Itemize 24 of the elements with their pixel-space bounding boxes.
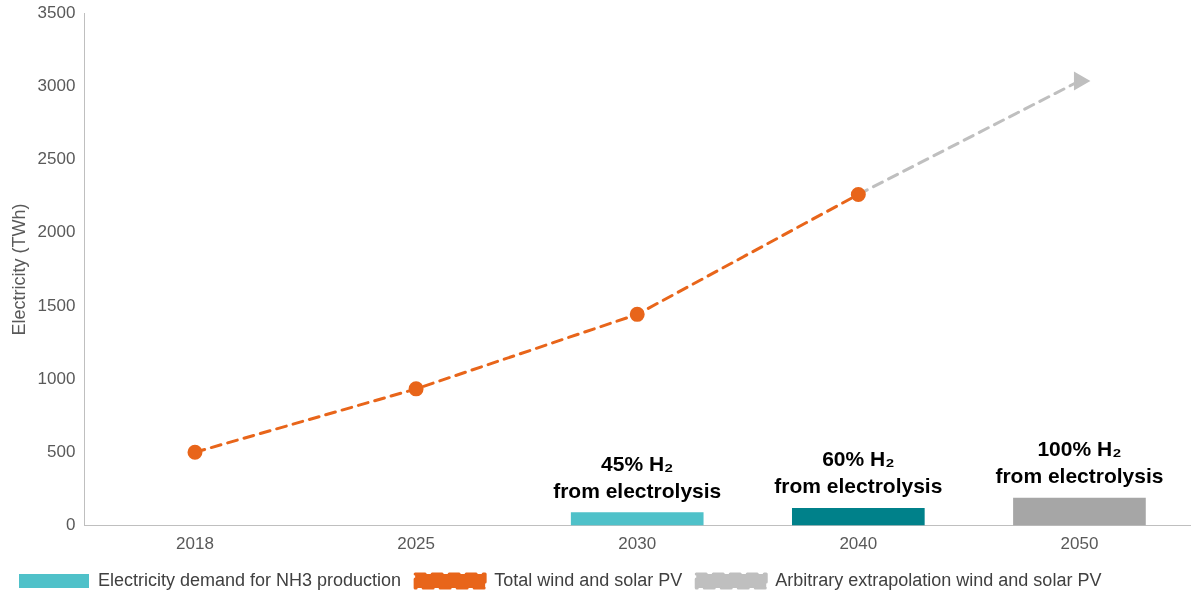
- annotation: 100% H₂ from electrolysis: [995, 437, 1164, 488]
- point: [850, 186, 866, 202]
- legend-label: Electricity demand for NH3 production: [98, 569, 402, 590]
- x-tick-label: 2025: [397, 534, 436, 554]
- legend-label: Total wind and solar PV: [494, 569, 683, 590]
- annotation: 45% H₂ from electrolysis: [553, 451, 722, 502]
- y-tick-label: 2500: [37, 149, 76, 169]
- annotation: 60% H₂ from electrolysis: [774, 447, 943, 498]
- y-tick-label: 500: [47, 442, 76, 462]
- point: [408, 381, 424, 397]
- x-tick-label: 2040: [839, 534, 878, 554]
- y-tick-label: 2000: [37, 222, 76, 242]
- y-tick-label: 3000: [37, 76, 76, 96]
- x-tick-label: 2030: [618, 534, 657, 554]
- point: [187, 444, 203, 460]
- x-tick-label: 2018: [176, 534, 214, 554]
- x-tick-label: 2050: [1060, 534, 1099, 554]
- y-tick-label: 0: [65, 515, 76, 535]
- point: [629, 306, 645, 322]
- y-tick-label: 3500: [37, 2, 76, 22]
- y-axis-title: Electricity (TWh): [8, 203, 29, 336]
- y-tick-label: 1500: [37, 295, 76, 315]
- y-tick-label: 1000: [37, 368, 76, 388]
- legend-label: Arbitrary extrapolation wind and solar PV: [775, 569, 1102, 590]
